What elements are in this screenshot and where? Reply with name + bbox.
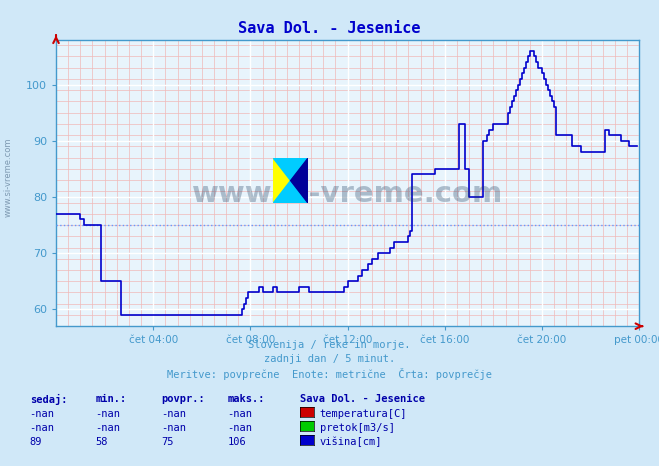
Text: -nan: -nan — [161, 409, 186, 418]
Text: -nan: -nan — [161, 423, 186, 432]
Text: Meritve: povprečne  Enote: metrične  Črta: povprečje: Meritve: povprečne Enote: metrične Črta:… — [167, 368, 492, 380]
Text: maks.:: maks.: — [227, 394, 265, 404]
Text: zadnji dan / 5 minut.: zadnji dan / 5 minut. — [264, 354, 395, 364]
Text: -nan: -nan — [227, 423, 252, 432]
Text: Sava Dol. - Jesenice: Sava Dol. - Jesenice — [239, 21, 420, 36]
Text: višina[cm]: višina[cm] — [320, 437, 382, 447]
Text: min.:: min.: — [96, 394, 127, 404]
Text: www.si-vreme.com: www.si-vreme.com — [192, 180, 503, 208]
Text: -nan: -nan — [30, 423, 55, 432]
Text: -nan: -nan — [30, 409, 55, 418]
Text: Slovenija / reke in morje.: Slovenija / reke in morje. — [248, 340, 411, 350]
Text: 106: 106 — [227, 437, 246, 446]
Text: -nan: -nan — [96, 423, 121, 432]
Text: 75: 75 — [161, 437, 174, 446]
Text: pretok[m3/s]: pretok[m3/s] — [320, 423, 395, 432]
Text: Sava Dol. - Jesenice: Sava Dol. - Jesenice — [300, 394, 425, 404]
Polygon shape — [273, 158, 308, 181]
Text: -nan: -nan — [96, 409, 121, 418]
Text: -nan: -nan — [227, 409, 252, 418]
Text: temperatura[C]: temperatura[C] — [320, 409, 407, 418]
Text: www.si-vreme.com: www.si-vreme.com — [3, 137, 13, 217]
Text: 89: 89 — [30, 437, 42, 446]
Text: povpr.:: povpr.: — [161, 394, 205, 404]
Polygon shape — [273, 181, 308, 203]
Text: sedaj:: sedaj: — [30, 394, 67, 405]
Text: 58: 58 — [96, 437, 108, 446]
Polygon shape — [291, 158, 308, 203]
